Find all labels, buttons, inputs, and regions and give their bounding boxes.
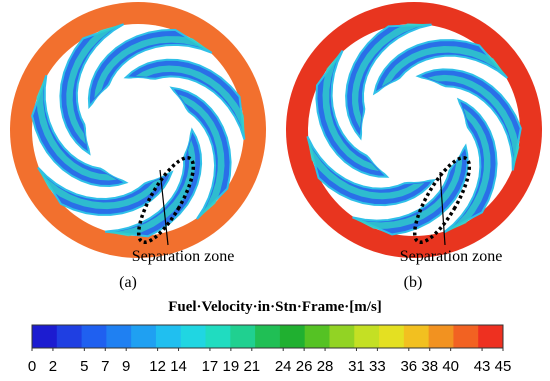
colorbar-cell	[428, 325, 454, 348]
colorbar-cell	[403, 325, 430, 348]
flow-channel	[87, 28, 213, 110]
colorbar-cell	[255, 325, 281, 348]
tick-label: 7	[101, 358, 109, 375]
tick-label: 19	[223, 358, 240, 375]
flow-core	[66, 24, 121, 145]
colorbar-cell	[304, 325, 330, 348]
tick-label: 38	[421, 358, 438, 375]
tick-label: 33	[369, 358, 386, 375]
impeller	[286, 2, 542, 258]
colorbar-cell	[180, 325, 207, 348]
separation-outline	[412, 156, 472, 244]
tick-label: 40	[442, 358, 459, 375]
hub	[86, 78, 190, 182]
panels	[10, 2, 542, 258]
flow-channel	[37, 166, 174, 216]
panel-label: (a)	[119, 274, 137, 291]
colorbar-cell	[81, 325, 107, 348]
colorbar-cell	[131, 325, 157, 348]
colorbar-cell	[205, 325, 231, 348]
tick-label: 36	[400, 358, 417, 375]
annotation: Separation zone	[132, 248, 235, 265]
colorbar-cell	[379, 325, 405, 348]
colorbar-cell	[478, 325, 504, 348]
flow-core	[307, 139, 425, 200]
colorbar-cell	[279, 325, 306, 348]
tick-label: 17	[202, 358, 219, 375]
flow-core	[178, 94, 225, 218]
tick-label: 9	[122, 358, 130, 375]
flow-channel	[352, 143, 469, 236]
flow-core	[381, 46, 506, 87]
flow-core	[322, 52, 379, 172]
colorbar-cell	[230, 325, 256, 348]
colorbar-title: Fuel·Velocity·in·Stn·Frame·[m/s]	[168, 299, 382, 315]
tick-label: 24	[275, 358, 292, 375]
flow-core	[446, 108, 491, 232]
colorbar: 0 2 5 7 9 12 14 17 19 21 24 26 28 31 33 36 38 40 43 45	[28, 324, 512, 375]
colorbar-cell	[32, 325, 58, 348]
annotation-leader	[439, 171, 446, 246]
tick-label: 26	[296, 358, 313, 375]
flow-channel	[415, 68, 522, 171]
tick-label: 21	[243, 358, 260, 375]
colorbar-cell	[354, 325, 380, 348]
colorbar-cell	[155, 325, 182, 348]
flow-channel	[306, 135, 437, 207]
flow-core	[352, 23, 429, 129]
tick-label: 31	[348, 358, 365, 375]
flow-channel	[345, 23, 432, 141]
flow-channel	[31, 74, 129, 188]
flow-core	[354, 154, 463, 229]
colorbar-cell	[329, 325, 355, 348]
tick-label: 12	[149, 358, 166, 375]
flow-core	[39, 170, 164, 210]
tick-label: 43	[474, 358, 491, 375]
tick-label: 14	[170, 358, 187, 375]
tick-label: 2	[49, 358, 57, 375]
colorbar-cell	[56, 325, 83, 348]
colorbar-cell	[106, 325, 132, 348]
annotation: Separation zone	[400, 248, 503, 265]
flow-channel	[315, 50, 390, 178]
impeller	[10, 2, 266, 258]
tick-label: 28	[317, 358, 334, 375]
hub	[362, 78, 466, 182]
tick-label: 45	[495, 358, 512, 375]
tick-label: 5	[80, 358, 88, 375]
colorbar-cell	[453, 325, 479, 348]
flow-core	[94, 36, 210, 99]
separation-outline	[136, 156, 196, 244]
annotation-leader	[159, 169, 169, 246]
panel-label: (b)	[404, 274, 423, 291]
flow-core	[135, 65, 245, 137]
flow-channel	[123, 58, 246, 140]
tick-label: 0	[28, 358, 36, 375]
colorbar-frame	[31, 324, 504, 349]
